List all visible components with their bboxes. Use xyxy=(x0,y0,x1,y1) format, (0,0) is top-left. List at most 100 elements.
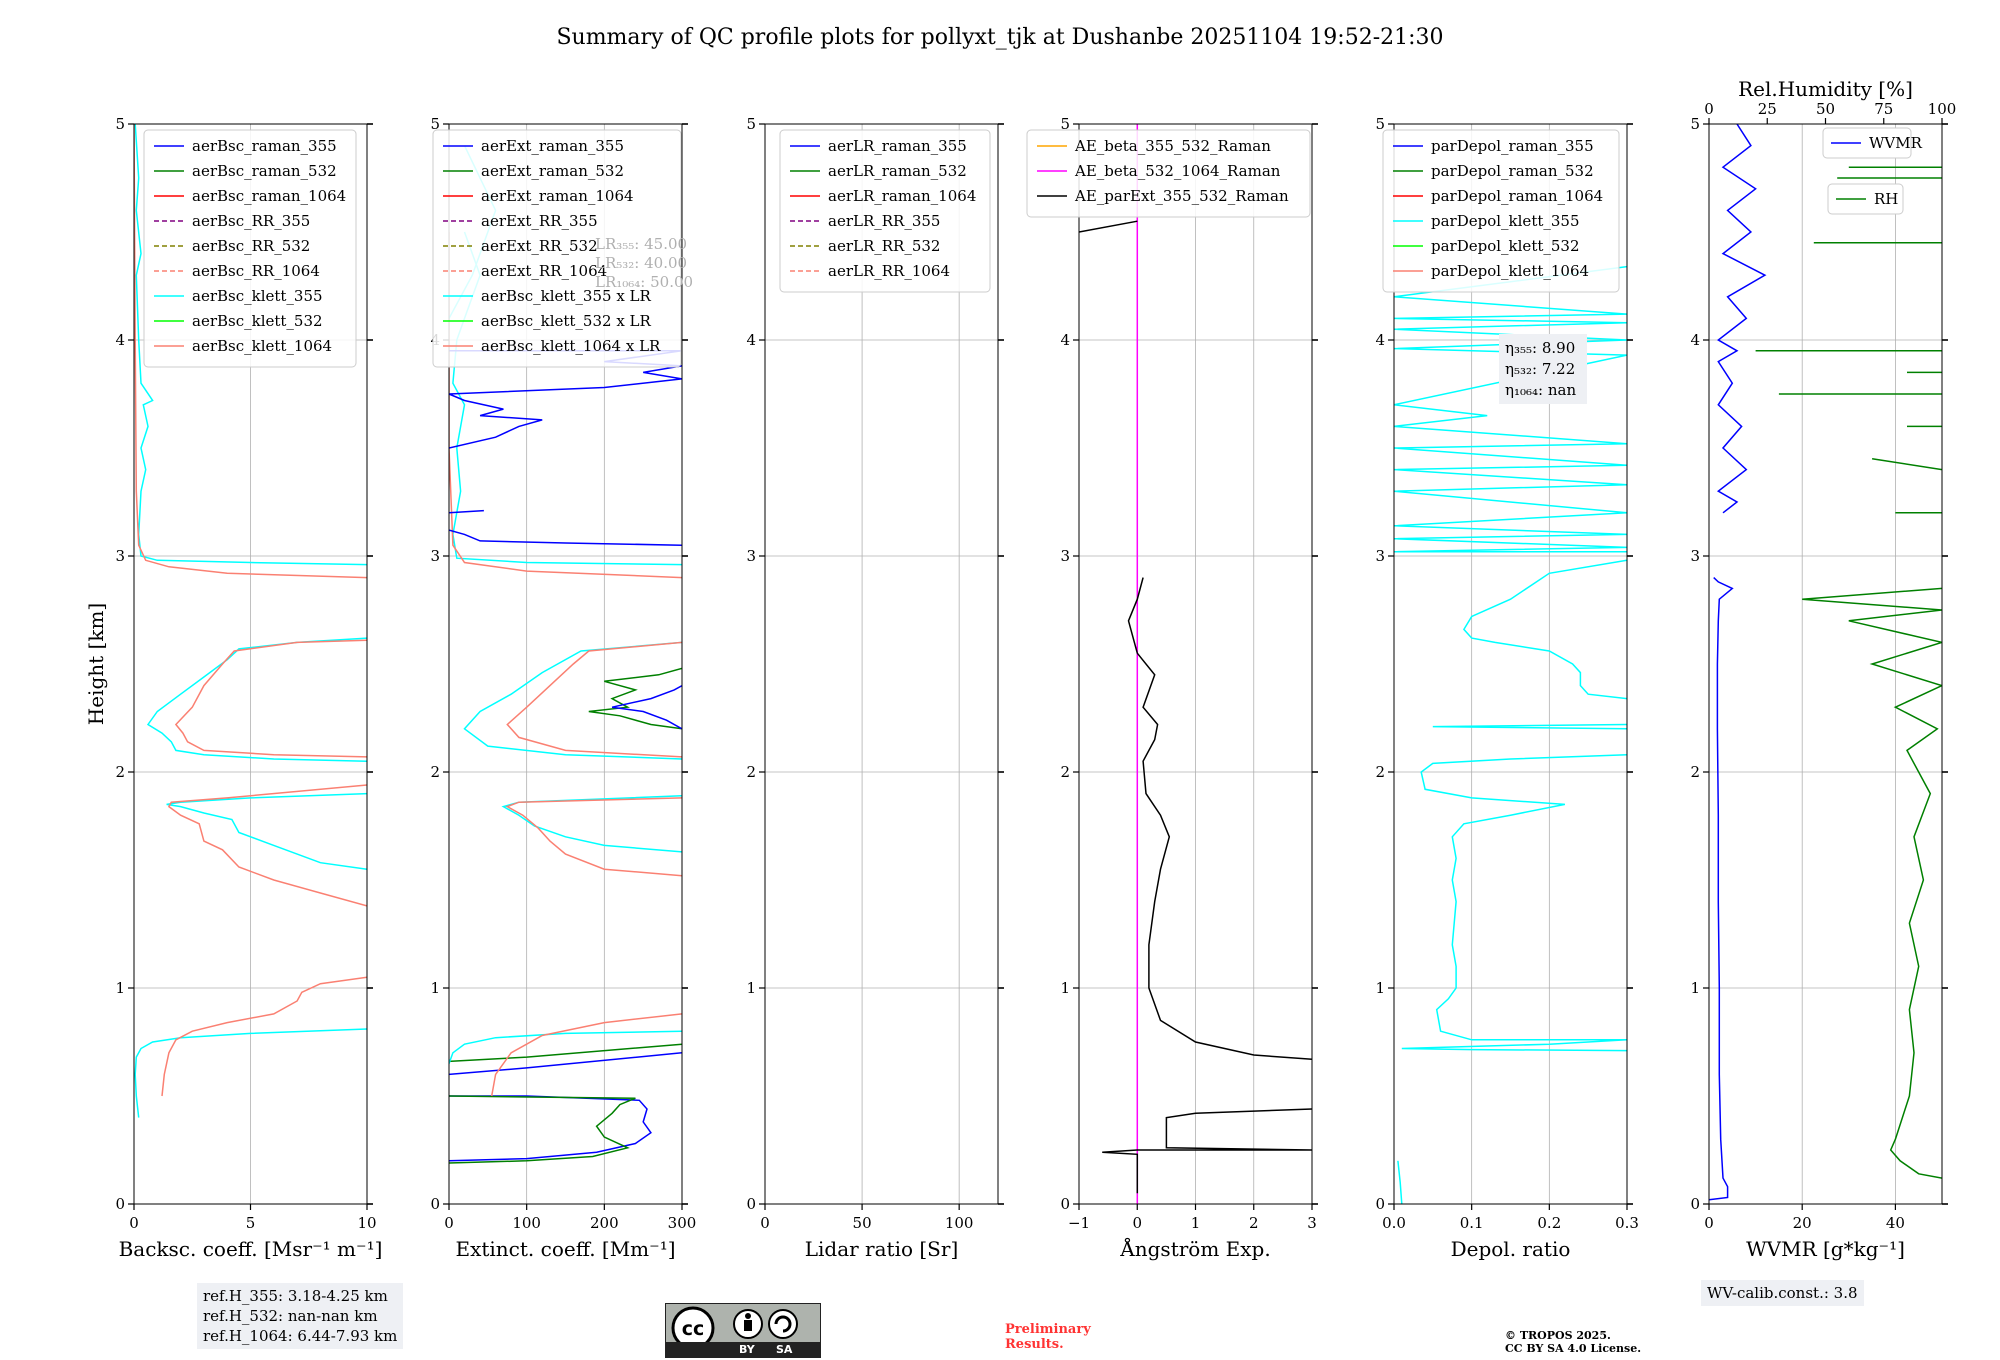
ref-height-1064: ref.H_1064: 6.44-7.93 km xyxy=(203,1327,398,1345)
series-line-blue xyxy=(611,684,682,730)
series-line-salmon xyxy=(506,641,682,758)
series-line-salmon xyxy=(134,124,367,579)
copyright-note: © TROPOS 2025. CC BY SA 4.0 License. xyxy=(1505,1329,1641,1355)
legend-box xyxy=(1026,129,1311,218)
svg-text:cc: cc xyxy=(682,1318,705,1340)
series-line-cyan xyxy=(1432,723,1627,730)
legend-label: aerLR_RR_355 xyxy=(828,212,940,230)
xtick-label: 0.3 xyxy=(1615,1214,1639,1232)
series-line-green xyxy=(1871,458,1942,471)
series-group xyxy=(1079,124,1312,1204)
wv-calib-box: WV-calib.const.: 3.8 xyxy=(1701,1280,1864,1306)
legend-label: aerBsc_RR_1064 xyxy=(192,262,320,280)
xtick-label: 0.2 xyxy=(1537,1214,1561,1232)
ytick-label: 3 xyxy=(1375,547,1385,565)
preliminary-note: Preliminary Results. xyxy=(1005,1322,1091,1352)
series-line-salmon xyxy=(505,797,682,877)
series-group xyxy=(1394,265,1627,1204)
x-axis-label: Extinct. coeff. [Mm⁻¹] xyxy=(455,1237,675,1261)
xtick-label: 0 xyxy=(444,1214,454,1232)
series-line-cyan xyxy=(1462,559,1627,700)
legend-label: aerBsc_RR_355 xyxy=(192,212,310,230)
series-line-black xyxy=(1102,1151,1139,1194)
ytick-label: 2 xyxy=(1060,763,1070,781)
ytick-label: 5 xyxy=(1690,115,1700,133)
cc-sa-label: SA xyxy=(776,1343,793,1356)
series-line-salmon xyxy=(490,1013,682,1097)
ytick-label: 2 xyxy=(1690,763,1700,781)
legend-label: aerLR_RR_532 xyxy=(828,237,940,255)
x2tick-label: 0 xyxy=(1704,100,1714,118)
series-line-salmon xyxy=(174,639,367,758)
ytick-label: 5 xyxy=(115,115,125,133)
ytick-label: 2 xyxy=(430,763,440,781)
xtick-label: 100 xyxy=(945,1214,974,1232)
ytick-label: 4 xyxy=(1060,331,1070,349)
ytick-label: 4 xyxy=(115,331,125,349)
xtick-label: 2 xyxy=(1249,1214,1259,1232)
xtick-label: 0.1 xyxy=(1460,1214,1484,1232)
legend-label: aerExt_raman_1064 xyxy=(481,187,634,205)
ytick-label: 5 xyxy=(430,115,440,133)
xtick-label: 50 xyxy=(853,1214,872,1232)
legend-label: aerExt_raman_532 xyxy=(481,162,624,180)
ytick-label: 2 xyxy=(115,763,125,781)
figure-svg: Summary of QC profile plots for pollyxt_… xyxy=(84,25,1956,1261)
legend-label: aerBsc_klett_1064 x LR xyxy=(481,337,661,355)
ytick-label: 1 xyxy=(1060,979,1070,997)
legend-label: aerBsc_klett_355 xyxy=(192,287,323,305)
legend-label: aerLR_RR_1064 xyxy=(828,262,950,280)
cc-label-strip: BY SA xyxy=(666,1342,820,1357)
eta-label: η₁₀₆₄: nan xyxy=(1505,381,1576,399)
xtick-label: −1 xyxy=(1068,1214,1090,1232)
series-line-cyan xyxy=(1394,265,1627,553)
series-line-cyan xyxy=(166,792,367,870)
ytick-label: 4 xyxy=(1690,331,1700,349)
x2-axis-label: Rel.Humidity [%] xyxy=(1738,77,1913,101)
ytick-label: 4 xyxy=(746,331,756,349)
series-line-blue xyxy=(449,1052,682,1076)
copyright-line-2: CC BY SA 4.0 License. xyxy=(1505,1342,1642,1355)
ytick-label: 0 xyxy=(1060,1195,1070,1213)
series-line-cyan xyxy=(146,637,367,762)
series-line-cyan xyxy=(134,1028,367,1118)
ytick-label: 3 xyxy=(115,547,125,565)
series-line-green xyxy=(588,667,682,730)
x-axis-label: Lidar ratio [Sr] xyxy=(805,1237,959,1261)
series-line-salmon xyxy=(167,784,367,907)
series-line-cyan xyxy=(1397,1160,1403,1204)
xtick-label: 40 xyxy=(1886,1214,1905,1232)
legend-label: RH xyxy=(1874,190,1898,208)
x-axis-label: Backsc. coeff. [Msr⁻¹ m⁻¹] xyxy=(119,1237,383,1261)
series-line-cyan xyxy=(501,795,682,853)
legend-label: aerBsc_raman_355 xyxy=(192,137,337,155)
legend-label: aerBsc_klett_532 x LR xyxy=(481,312,652,330)
xtick-label: 0 xyxy=(1132,1214,1142,1232)
series-line-blue xyxy=(449,1095,652,1162)
legend-label: aerExt_RR_1064 xyxy=(481,262,607,280)
series-line-blue xyxy=(1709,577,1734,1201)
series-line-blue xyxy=(449,529,682,546)
series-line-black xyxy=(1127,577,1312,1061)
eta-box xyxy=(1499,334,1587,404)
xtick-label: 10 xyxy=(357,1214,376,1232)
series-line-cyan xyxy=(1401,753,1627,1052)
ytick-label: 3 xyxy=(746,547,756,565)
legend-label: aerLR_raman_1064 xyxy=(828,187,976,205)
copyright-line-1: © TROPOS 2025. xyxy=(1505,1329,1611,1342)
ytick-label: 2 xyxy=(1375,763,1385,781)
figure-title: Summary of QC profile plots for pollyxt_… xyxy=(556,25,1443,50)
x-axis-label: WVMR [g*kg⁻¹] xyxy=(1746,1237,1905,1261)
series-line-black xyxy=(1102,1108,1312,1153)
panel-ext: 0123450100200300Extinct. coeff. [Mm⁻¹]ae… xyxy=(430,115,696,1261)
preliminary-line-1: Preliminary xyxy=(1005,1322,1091,1337)
legend-label: aerBsc_raman_532 xyxy=(192,162,337,180)
legend-label: parDepol_raman_532 xyxy=(1431,162,1594,180)
ytick-label: 1 xyxy=(746,979,756,997)
ytick-label: 0 xyxy=(1375,1195,1385,1213)
eta-label: η₅₃₂: 7.22 xyxy=(1505,360,1575,378)
series-line-green xyxy=(449,1043,682,1063)
xtick-label: 5 xyxy=(246,1214,256,1232)
